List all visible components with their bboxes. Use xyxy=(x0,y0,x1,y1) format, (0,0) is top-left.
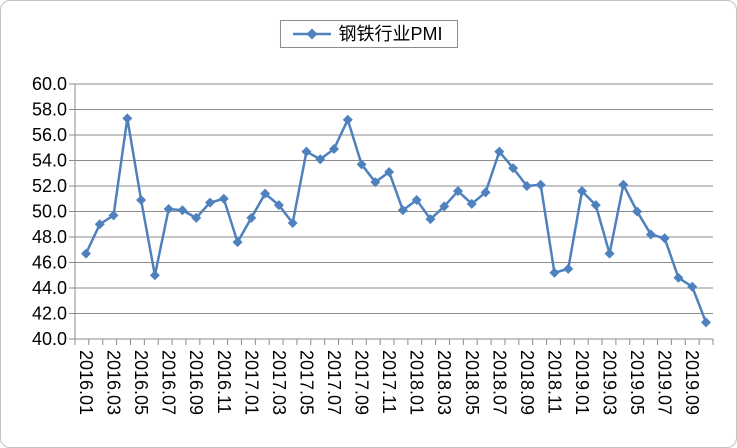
legend-series-marker-icon xyxy=(292,28,331,40)
x-axis-tick-label: 2018.09 xyxy=(517,350,537,415)
data-point-marker xyxy=(563,263,574,274)
y-axis-tick-label: 42.0 xyxy=(32,304,67,324)
legend-label: 钢铁行业PMI xyxy=(338,24,443,44)
y-axis-tick-label: 56.0 xyxy=(32,125,67,145)
x-axis-tick-label: 2018.01 xyxy=(407,350,427,415)
x-axis-tick-label: 2018.07 xyxy=(489,350,509,415)
data-point-marker xyxy=(329,144,339,155)
data-point-marker xyxy=(604,248,615,259)
data-point-marker xyxy=(81,248,91,259)
x-axis-tick-label: 2019.09 xyxy=(682,350,702,415)
data-point-marker xyxy=(397,205,408,216)
data-point-marker xyxy=(659,233,670,244)
x-axis-tick-label: 2019.05 xyxy=(627,350,647,415)
x-axis-tick-label: 2017.01 xyxy=(241,350,261,415)
x-axis-tick-label: 2019.03 xyxy=(600,350,620,415)
data-point-marker xyxy=(122,113,133,124)
data-point-marker xyxy=(508,163,519,174)
data-point-marker xyxy=(301,146,312,157)
data-point-marker xyxy=(370,177,381,188)
data-point-marker xyxy=(287,217,298,228)
data-point-marker xyxy=(273,200,284,211)
data-point-marker xyxy=(177,205,188,216)
x-axis-tick-label: 2018.03 xyxy=(434,350,454,415)
y-axis-tick-label: 50.0 xyxy=(32,202,67,222)
x-axis-tick-label: 2016.11 xyxy=(214,350,234,414)
data-point-marker xyxy=(466,198,477,209)
data-point-marker xyxy=(535,179,546,190)
x-axis-tick-label: 2016.05 xyxy=(131,350,151,415)
y-axis-tick-label: 60.0 xyxy=(32,74,67,94)
data-point-marker xyxy=(411,195,422,206)
y-axis-tick-label: 46.0 xyxy=(32,253,67,273)
data-point-marker xyxy=(425,214,436,225)
y-axis-tick-label: 52.0 xyxy=(32,176,67,196)
data-point-marker xyxy=(232,237,243,248)
data-point-marker xyxy=(136,195,147,206)
data-point-marker xyxy=(645,229,656,240)
y-axis-tick-label: 58.0 xyxy=(32,100,67,120)
x-axis-tick-label: 2016.01 xyxy=(76,350,96,415)
data-point-marker xyxy=(218,193,229,204)
data-point-marker xyxy=(549,267,560,278)
x-axis-tick-label: 2017.07 xyxy=(324,350,344,415)
data-point-marker xyxy=(384,166,395,177)
x-axis-tick-label: 2016.09 xyxy=(186,350,206,415)
data-point-marker xyxy=(494,146,505,157)
x-axis-tick-label: 2019.07 xyxy=(655,350,675,415)
data-point-marker xyxy=(632,206,643,217)
pmi-series-line xyxy=(84,117,708,323)
x-axis-tick-label: 2016.03 xyxy=(104,350,124,415)
x-axis-tick-label: 2017.11 xyxy=(379,350,399,414)
y-axis-tick-label: 48.0 xyxy=(32,227,67,247)
x-axis-tick-label: 2017.09 xyxy=(352,350,372,415)
x-axis-tick-label: 2017.03 xyxy=(269,350,289,415)
data-point-marker xyxy=(246,212,257,223)
data-point-marker xyxy=(260,188,271,199)
data-point-marker xyxy=(480,187,491,198)
data-point-marker xyxy=(687,281,698,292)
legend: 钢铁行业PMI xyxy=(279,20,458,48)
data-point-marker xyxy=(439,201,450,212)
x-axis-tick-label: 2017.05 xyxy=(296,350,316,415)
y-axis-tick-label: 54.0 xyxy=(32,151,67,171)
y-axis-tick-label: 44.0 xyxy=(32,278,67,298)
data-point-marker xyxy=(453,186,463,197)
data-point-marker xyxy=(191,212,202,223)
data-point-marker xyxy=(94,219,105,230)
x-axis-tick-label: 2019.01 xyxy=(572,350,592,415)
data-point-marker xyxy=(163,203,174,214)
x-axis-tick-label: 2016.07 xyxy=(159,350,179,415)
data-point-marker xyxy=(315,154,326,165)
y-axis-tick-label: 40.0 xyxy=(32,329,67,349)
data-point-marker xyxy=(701,317,711,328)
data-point-marker xyxy=(618,179,629,190)
data-point-marker xyxy=(149,270,160,281)
x-axis-tick-label: 2018.05 xyxy=(462,350,482,415)
data-point-marker xyxy=(108,210,119,221)
x-axis-tick-label: 2018.11 xyxy=(544,350,564,414)
data-point-marker xyxy=(590,200,601,211)
data-point-marker xyxy=(356,159,367,170)
data-point-marker xyxy=(673,272,684,283)
data-point-marker xyxy=(577,186,587,197)
data-point-marker xyxy=(342,114,353,125)
data-point-marker xyxy=(521,181,532,191)
data-point-marker xyxy=(205,197,215,208)
